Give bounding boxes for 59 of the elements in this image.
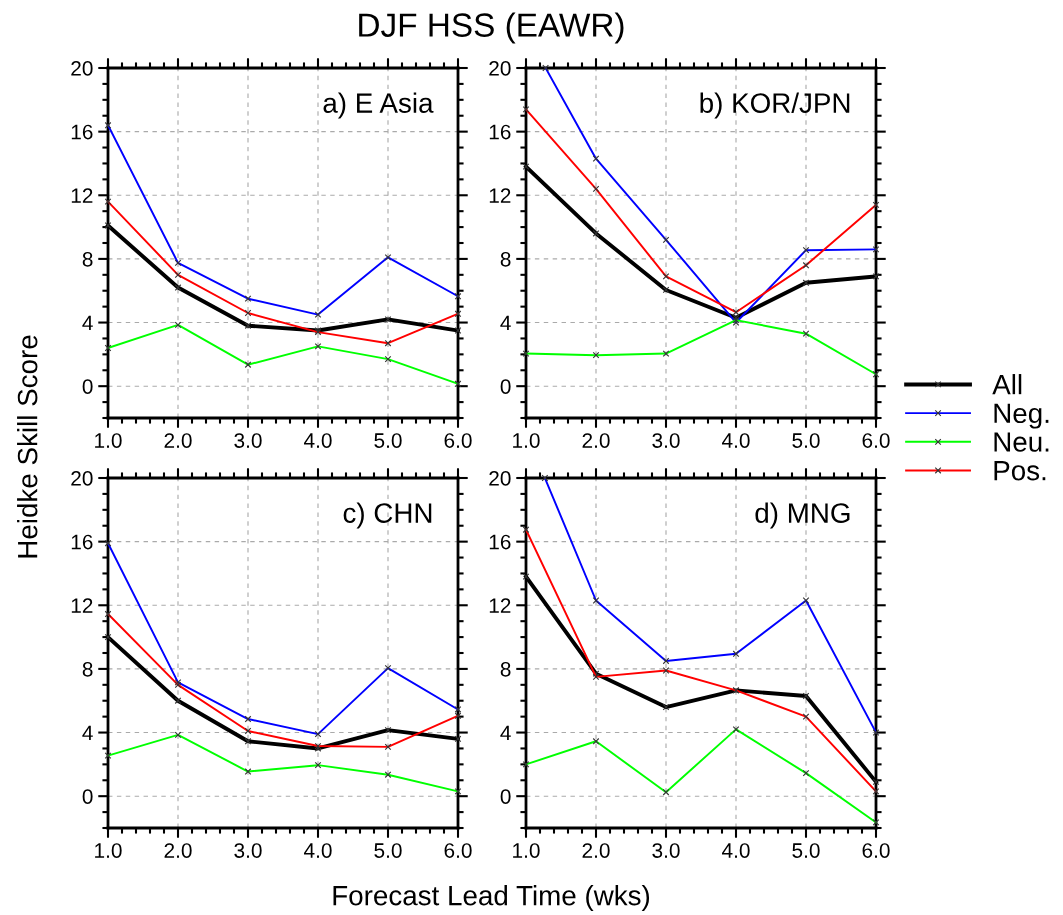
legend-label: Neg. [994,403,1049,429]
y-tick-label: 12 [489,598,511,613]
annotation: d) MNG [755,502,850,529]
legend-label: Neu. [994,432,1049,452]
annotation: a) E Asia [323,92,434,119]
y-tick-label: 20 [71,471,93,486]
y-axis-title: Heidke Skill Score [17,335,38,558]
y-tick-label: 20 [489,471,511,486]
y-tick-label: 0 [500,379,511,394]
x-tick-label: 2.0 [164,843,192,858]
x-tick-label: 1.0 [513,433,540,448]
y-tick-label: 4 [82,725,93,741]
y-tick-label: 12 [489,188,511,203]
x-tick-label: 3.0 [652,433,680,448]
x-tick-label: 6.0 [862,433,890,448]
y-tick-label: 8 [500,661,511,677]
x-tick-label: 4.0 [722,843,750,858]
x-tick-label: 1.0 [513,843,540,858]
x-tick-label: 5.0 [792,843,820,858]
y-tick-label: 8 [82,251,93,267]
x-tick-label: 4.0 [304,843,332,858]
x-tick-label: 6.0 [444,843,472,858]
x-tick-label: 2.0 [164,433,192,448]
y-tick-label: 8 [500,251,511,267]
legend-label: All [992,374,1022,395]
y-tick-label: 20 [71,61,93,76]
y-tick-label: 16 [71,124,93,140]
y-tick-label: 16 [489,124,511,140]
x-tick-label: 1.0 [95,843,122,858]
y-tick-label: 20 [489,61,511,76]
y-tick-label: 0 [500,789,511,804]
x-tick-label: 4.0 [722,433,750,448]
x-tick-label: 6.0 [444,433,472,448]
x-tick-label: 3.0 [652,843,680,858]
y-tick-label: 4 [500,725,511,741]
x-tick-label: 1.0 [95,433,122,448]
y-tick-label: 12 [71,188,93,203]
x-tick-label: 2.0 [582,433,610,448]
chart-title: DJF HSS (EAWR) [359,12,624,44]
y-tick-label: 16 [489,534,511,550]
y-tick-label: 0 [82,379,93,394]
x-axis-title: Forecast Lead Time (wks) [333,885,650,911]
x-tick-label: 5.0 [374,843,402,858]
x-tick-label: 6.0 [862,843,890,858]
y-tick-label: 4 [500,315,511,331]
x-tick-label: 2.0 [582,843,610,858]
y-tick-label: 12 [71,598,93,613]
x-tick-label: 3.0 [234,433,262,448]
y-tick-label: 4 [82,315,93,331]
legend-label: Pos. [994,461,1046,481]
y-tick-label: 8 [82,661,93,677]
x-tick-label: 4.0 [304,433,332,448]
annotation: b) KOR/JPN [700,92,850,119]
x-tick-label: 5.0 [792,433,820,448]
x-tick-label: 5.0 [374,433,402,448]
annotation: c) CHN [343,502,432,529]
y-tick-label: 0 [82,789,93,804]
x-tick-label: 3.0 [234,843,262,858]
y-tick-label: 16 [71,534,93,550]
